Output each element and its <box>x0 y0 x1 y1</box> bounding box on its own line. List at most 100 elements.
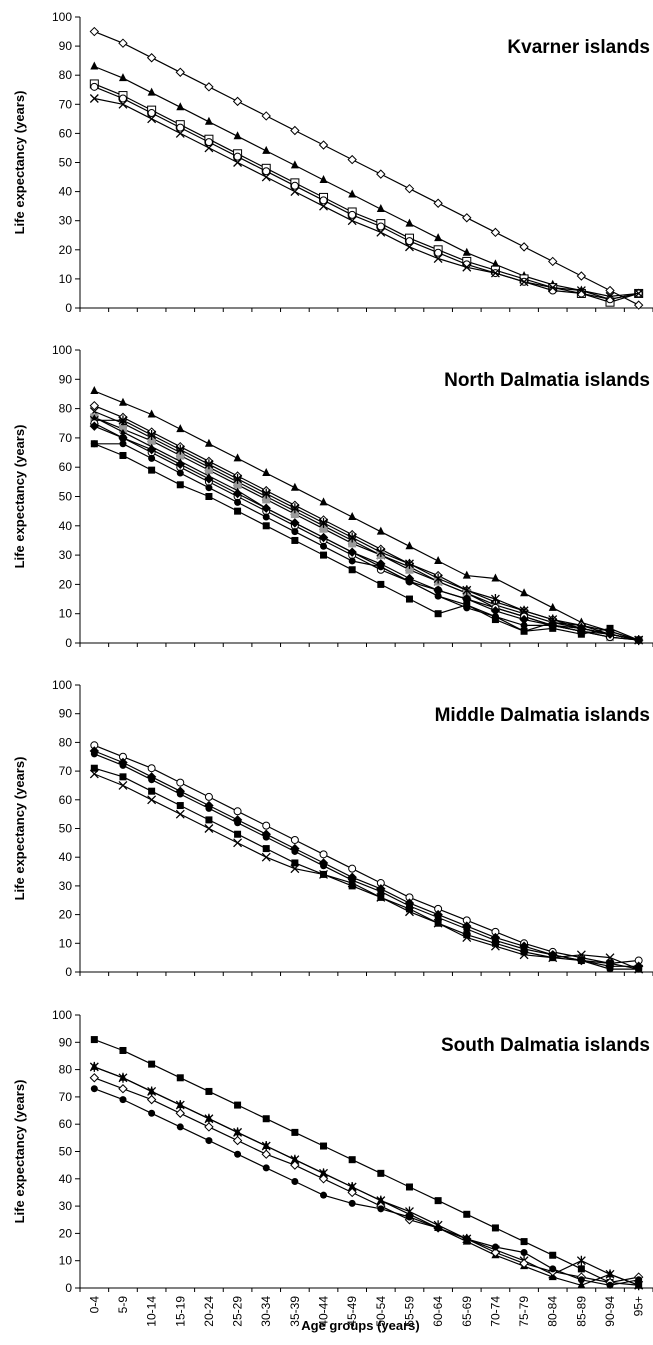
data-point <box>490 1247 501 1258</box>
data-point <box>462 262 472 272</box>
data-point <box>204 824 214 833</box>
data-point <box>262 167 271 176</box>
data-point <box>606 1269 615 1278</box>
y-axis-title: Life expectancy (years) <box>12 757 27 901</box>
y-tick-label: 90 <box>59 372 73 386</box>
data-point <box>204 438 213 447</box>
x-tick-label: 0-4 <box>87 1296 101 1314</box>
y-tick-label: 20 <box>59 1226 73 1240</box>
y-tick-label: 0 <box>65 636 72 650</box>
y-tick-label: 100 <box>52 343 72 357</box>
data-point <box>175 67 185 77</box>
data-point <box>175 809 185 819</box>
series-line <box>94 750 639 967</box>
data-point <box>204 792 213 801</box>
series-3 <box>89 79 644 307</box>
data-point <box>376 892 386 902</box>
data-point <box>606 959 614 967</box>
data-point <box>348 512 357 521</box>
panel-title: Middle Dalmatia islands <box>435 705 650 726</box>
data-point <box>520 588 529 597</box>
series-6 <box>90 419 643 645</box>
data-point <box>520 1249 528 1257</box>
series-line <box>94 1088 639 1286</box>
data-point <box>405 541 414 550</box>
data-point <box>234 819 242 827</box>
data-point <box>262 1141 271 1150</box>
data-point <box>290 1160 300 1170</box>
data-point <box>176 1123 184 1131</box>
data-point <box>233 152 242 161</box>
data-point <box>433 918 443 928</box>
series-line <box>94 753 639 970</box>
data-point <box>147 436 156 445</box>
data-point <box>405 1213 413 1221</box>
data-point <box>118 94 127 103</box>
data-point <box>234 830 242 838</box>
series-line <box>94 443 639 641</box>
data-point <box>90 750 98 758</box>
data-point <box>118 780 128 790</box>
data-point <box>348 1156 356 1164</box>
data-point <box>118 1072 127 1081</box>
data-point <box>519 242 529 252</box>
data-point <box>318 1174 329 1184</box>
data-point <box>148 466 156 474</box>
y-tick-label: 60 <box>59 1117 73 1131</box>
data-point <box>175 1108 185 1118</box>
data-point <box>520 621 528 629</box>
data-point <box>233 838 243 848</box>
data-point <box>148 1109 156 1117</box>
data-point <box>434 610 442 618</box>
panel-title: North Dalmatia islands <box>444 370 650 391</box>
series-line <box>94 86 639 300</box>
data-point <box>232 96 243 107</box>
data-point <box>577 627 585 635</box>
y-tick-label: 0 <box>65 301 72 315</box>
panel-4: 0 10 20 30 40 50 60 70 80 90 100 Life expectancy (y… <box>12 1008 653 1327</box>
data-point <box>176 802 184 810</box>
data-point <box>204 1122 214 1132</box>
data-point <box>118 1084 128 1094</box>
data-point <box>148 443 155 449</box>
y-tick-label: 90 <box>59 707 73 721</box>
data-point <box>348 210 357 219</box>
series-line <box>94 1066 639 1286</box>
series-line <box>94 416 639 641</box>
data-point <box>348 189 357 198</box>
data-point <box>262 522 270 530</box>
data-point <box>405 237 414 246</box>
data-point <box>89 1073 100 1083</box>
series-line <box>94 425 639 641</box>
y-axis-title: Life expectancy (years) <box>12 91 27 235</box>
data-point <box>434 248 443 257</box>
data-point <box>549 1265 557 1273</box>
y-tick-label: 70 <box>59 1090 73 1104</box>
data-point <box>176 451 185 460</box>
data-point <box>119 1046 127 1054</box>
data-point <box>348 882 356 890</box>
data-point <box>490 594 500 605</box>
data-point <box>635 636 643 644</box>
data-point <box>234 1150 242 1158</box>
data-point <box>491 939 499 947</box>
data-point <box>348 864 357 873</box>
y-axis-title: Life expectancy (years) <box>12 1080 27 1224</box>
x-tick-label: 95+ <box>632 1296 646 1316</box>
x-tick-label: 45-49 <box>345 1296 359 1327</box>
data-point <box>204 1113 213 1122</box>
data-point <box>205 493 213 500</box>
data-point <box>520 948 528 956</box>
data-point <box>90 1085 98 1093</box>
data-point <box>433 573 443 584</box>
data-point <box>376 1195 385 1204</box>
data-point <box>90 1061 99 1070</box>
data-point <box>377 580 385 588</box>
data-point <box>291 528 299 536</box>
y-tick-label: 60 <box>59 460 73 474</box>
series-3 <box>90 1061 643 1289</box>
data-point <box>463 1210 471 1218</box>
panel-2: 0 10 20 30 40 50 60 70 80 90 100 Life expectancy (y… <box>12 343 653 650</box>
y-tick-label: 80 <box>59 1063 73 1077</box>
